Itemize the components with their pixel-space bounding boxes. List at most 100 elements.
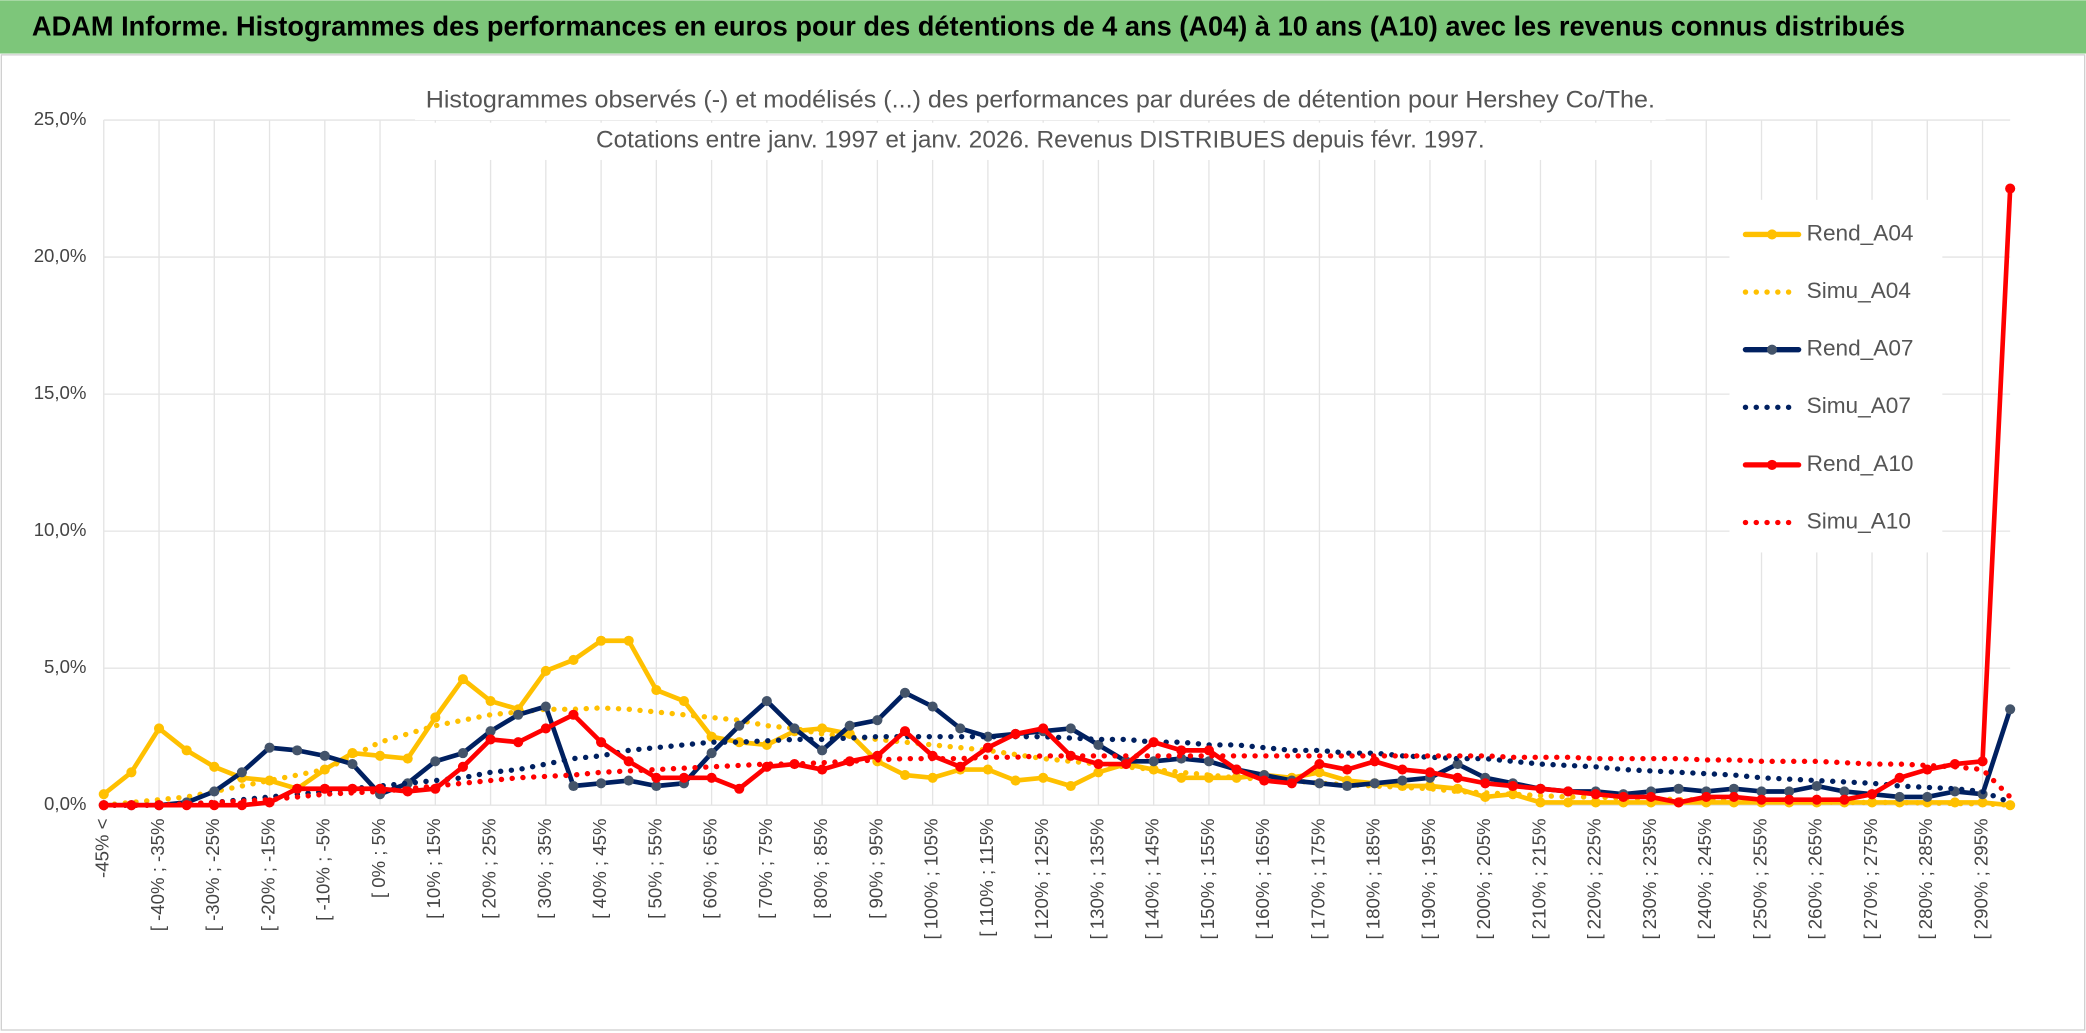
point-marker [98,789,109,800]
legend-label: Simu_A04 [1807,278,1911,303]
legend-label: Rend_A04 [1807,220,1914,245]
x-tick-label: [ 140% ; 145% [1142,818,1163,939]
point-marker [817,764,828,775]
point-marker [955,761,966,772]
chart-frame [0,54,2086,1031]
point-marker [292,745,303,756]
point-marker [1728,783,1739,794]
point-marker [319,750,330,761]
legend-label: Simu_A10 [1807,508,1911,533]
x-tick-label: [ 80% ; 85% [810,818,831,918]
point-marker [1507,780,1518,792]
point-marker [1065,723,1076,734]
point-marker [1148,756,1159,767]
point-marker [1701,791,1712,803]
x-tick-label: [ 10% ; 15% [423,818,444,918]
x-tick-label: [ 40% ; 45% [589,818,610,918]
x-tick-label: [ 270% ; 275% [1860,818,1881,939]
point-marker [2005,704,2016,715]
point-marker [1645,791,1657,803]
point-marker [485,734,496,745]
point-marker [1148,737,1159,748]
point-marker [1397,775,1408,786]
x-tick-label: [ 180% ; 185% [1363,818,1384,939]
point-marker [485,726,496,737]
point-marker [789,723,800,734]
header-title: ADAM Informe. Histogrammes des performan… [32,11,1905,42]
point-marker [982,764,993,775]
point-marker [209,761,220,772]
legend-box [1729,199,1943,553]
x-tick-label: [ 60% ; 65% [700,818,721,918]
point-marker [457,748,469,759]
point-marker [1728,791,1739,803]
point-marker [678,772,690,783]
point-marker [706,772,717,783]
point-marker [817,745,828,756]
point-marker [596,778,607,789]
x-tick-label: [ -20% ; -15% [257,818,278,931]
point-marker [1673,783,1684,794]
legend-marker [1766,344,1778,355]
point-marker [899,726,911,737]
point-marker [513,737,524,748]
x-tick-label: [ -40% ; -35% [147,818,168,931]
point-marker [651,780,662,792]
point-marker [1286,778,1297,789]
x-tick-label: [ 240% ; 245% [1694,818,1715,939]
point-marker [899,769,911,781]
point-marker [1480,778,1491,789]
point-marker [982,731,993,742]
y-tick-label: 20,0% [34,245,87,266]
point-marker [1010,728,1021,739]
point-marker [1563,786,1574,797]
x-tick-label: [ 0% ; 5% [368,818,389,898]
point-marker [678,695,690,707]
point-marker [623,775,634,786]
point-marker [430,712,441,723]
x-tick-label: [ 120% ; 125% [1031,818,1052,939]
x-tick-label: [ 260% ; 265% [1805,818,1826,939]
point-marker [734,720,745,731]
point-marker [1038,772,1049,783]
x-tick-label: [ 220% ; 225% [1584,818,1605,939]
point-marker [126,767,137,778]
x-tick-label: [ 90% ; 95% [865,818,886,918]
point-marker [734,783,745,794]
point-marker [540,665,551,676]
point-marker [1397,764,1408,775]
x-tick-label: [ 280% ; 285% [1915,818,1936,939]
point-marker [1369,778,1380,789]
point-marker [927,701,938,712]
series-line [101,734,2013,808]
y-tick-label: 10,0% [34,519,87,540]
point-marker [568,654,579,665]
y-tick-label: 25,0% [34,108,87,129]
point-marker [1756,786,1767,797]
point-marker [457,674,469,685]
series-line [101,690,2013,808]
title-background [415,122,1666,160]
point-marker [1949,797,1960,808]
point-marker [1314,778,1325,789]
point-marker [1452,759,1463,770]
point-marker [209,786,220,797]
point-marker [513,709,524,720]
x-tick-label: [ 250% ; 255% [1749,818,1770,939]
point-marker [1452,772,1463,783]
point-marker [817,723,828,734]
point-marker [1120,759,1132,770]
point-marker [1038,723,1049,734]
point-marker [1093,739,1104,750]
point-marker [927,772,938,783]
x-tick-label: [ 100% ; 105% [921,818,942,939]
title-background [415,82,1666,121]
legend-label: Simu_A07 [1807,393,1911,418]
point-marker [375,750,386,761]
point-marker [1065,780,1076,792]
point-marker [1231,764,1242,775]
point-marker [623,756,634,767]
point-marker [402,753,413,764]
